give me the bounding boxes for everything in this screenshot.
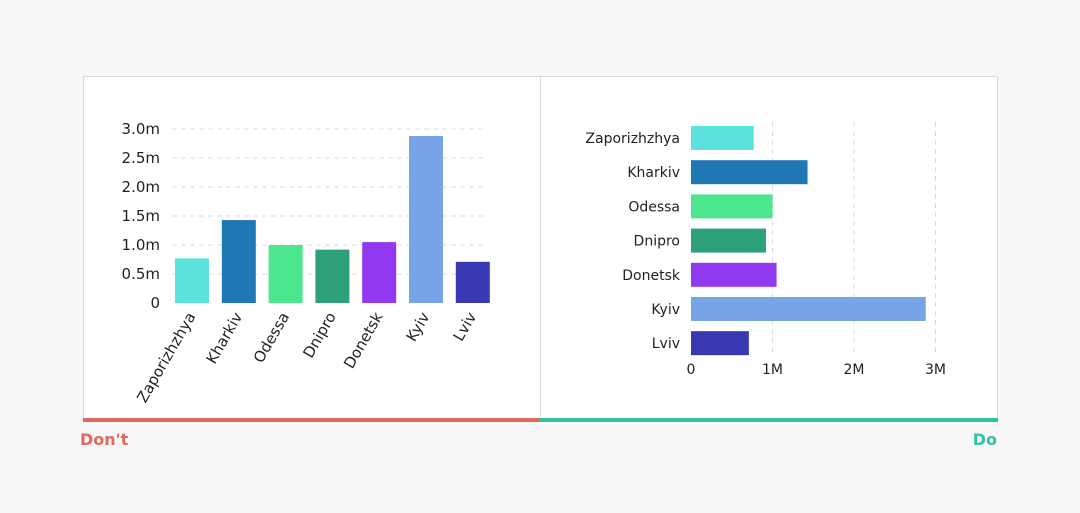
y-tick-label: Zaporizhzhya [585, 131, 680, 147]
y-tick-label: Lviv [652, 336, 680, 352]
bar-odessa [268, 245, 303, 303]
y-tick-label: Kharkiv [627, 165, 680, 181]
y-tick-label: 2.0m [122, 178, 160, 196]
dont-panel [83, 76, 541, 418]
bar-odessa [691, 194, 773, 219]
dont-label: Don't [80, 430, 129, 449]
x-tick-label: 2M [844, 362, 865, 378]
dont-underline [83, 418, 540, 422]
x-tick-label: 0 [687, 362, 696, 378]
y-tick-label: 2.5m [122, 149, 160, 167]
y-tick-label: Donetsk [622, 268, 681, 284]
bar-lviv [691, 331, 749, 356]
y-tick-label: 1.5m [122, 207, 160, 225]
bar-zaporizhzhya [691, 126, 754, 150]
do-panel [540, 76, 998, 418]
x-tick-label: 3M [925, 362, 946, 378]
y-tick-label: 0 [150, 294, 160, 312]
y-tick-label: 1.0m [122, 236, 160, 254]
bar-kharkiv [221, 220, 256, 303]
do-label: Do [972, 430, 997, 449]
y-tick-label: Odessa [628, 199, 680, 215]
y-tick-label: Kyiv [651, 302, 680, 318]
bar-dnipro [691, 228, 766, 253]
bar-zaporizhzhya [175, 258, 209, 303]
bar-kyiv [691, 297, 926, 321]
bar-kyiv [409, 135, 443, 303]
bar-dnipro [315, 249, 350, 303]
y-tick-label: 3.0m [122, 120, 160, 138]
do-underline [540, 418, 998, 422]
bar-lviv [455, 261, 490, 303]
bar-kharkiv [691, 160, 808, 185]
bar-donetsk [362, 242, 397, 303]
y-tick-label: 0.5m [122, 265, 160, 283]
x-tick-label: 1M [762, 362, 783, 378]
y-tick-label: Dnipro [634, 234, 680, 250]
bar-donetsk [691, 262, 777, 287]
